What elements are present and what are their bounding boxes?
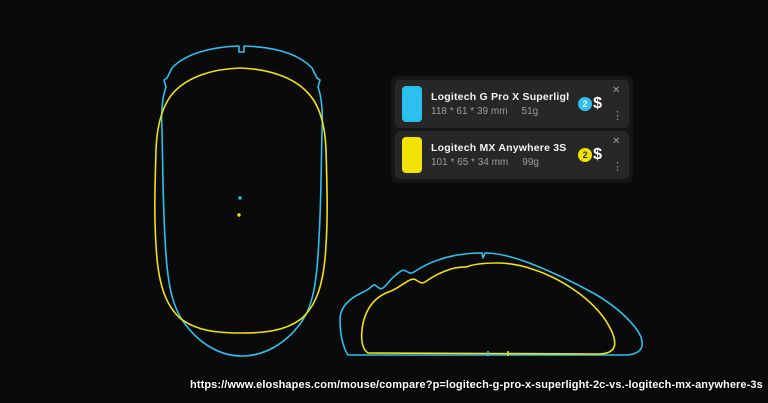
weight-value: 51g: [521, 106, 539, 117]
close-icon[interactable]: ✕: [612, 85, 621, 96]
mouse-card-mx-anywhere-3s: Logitech MX Anywhere 3S 101 * 65 * 34 mm…: [395, 131, 629, 179]
kebab-menu-icon[interactable]: ⋮: [612, 110, 623, 122]
close-icon[interactable]: ✕: [612, 136, 621, 147]
color-swatch-cyan: [402, 86, 422, 122]
weight-value: 99g: [522, 157, 539, 168]
price-button[interactable]: 2 $: [578, 147, 602, 163]
dimensions-value: 118 * 61 * 39 mm: [431, 106, 508, 117]
kebab-menu-icon[interactable]: ⋮: [612, 161, 623, 173]
top-view-outline-mx-anywhere-3s: [154, 67, 328, 334]
dollar-icon[interactable]: $: [593, 146, 602, 163]
mouse-card-superlight-2c: Logitech G Pro X Superlight … 118 * 61 *…: [395, 80, 629, 128]
color-swatch-yellow: [402, 137, 422, 173]
mouse-title: Logitech MX Anywhere 3S: [431, 142, 567, 154]
card-actions: ✕ ⋮: [611, 131, 624, 179]
mouse-info: Logitech G Pro X Superlight … 118 * 61 *…: [431, 91, 569, 117]
side-view-outline-mx-anywhere-3s: [360, 262, 616, 355]
url-overlay: https://www.eloshapes.com/mouse/compare?…: [190, 379, 763, 391]
card-actions: ✕ ⋮: [611, 80, 624, 128]
mouse-info: Logitech MX Anywhere 3S 101 * 65 * 34 mm…: [431, 142, 569, 168]
sensor-dot-superlight-2c: [238, 196, 242, 200]
price-count-badge[interactable]: 2: [578, 97, 593, 111]
compare-panel: Logitech G Pro X Superlight … 118 * 61 *…: [391, 76, 633, 183]
price-button[interactable]: 2 $: [578, 96, 602, 112]
top-view-outline-superlight-2c: [160, 45, 324, 357]
price-count-badge[interactable]: 2: [578, 148, 593, 162]
dimensions-value: 101 * 65 * 34 mm: [431, 157, 509, 168]
mouse-dimensions: 101 * 65 * 34 mm 99g: [431, 157, 569, 168]
sensor-dot-mx-anywhere-3s: [237, 213, 241, 217]
side-view-outline-superlight-2c: [339, 252, 643, 356]
dollar-icon[interactable]: $: [593, 95, 602, 112]
mouse-title: Logitech G Pro X Superlight …: [431, 91, 569, 103]
mouse-dimensions: 118 * 61 * 39 mm 51g: [431, 106, 569, 117]
